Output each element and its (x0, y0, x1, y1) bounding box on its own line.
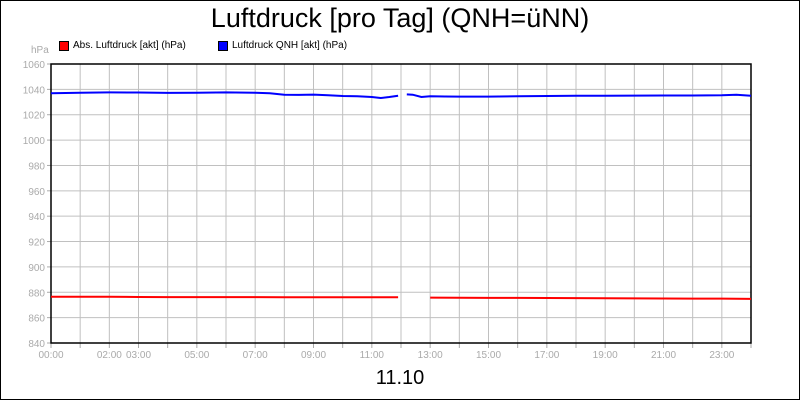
y-axis-unit: hPa (31, 45, 49, 56)
x-tick-label: 21:00 (651, 350, 676, 361)
chart-title: Luftdruck [pro Tag] (QNH=üNN) (210, 3, 590, 33)
x-tick-label: 17:00 (534, 350, 559, 361)
legend-swatch-red (59, 40, 69, 51)
legend-label: Luftdruck QNH [akt] (hPa) (232, 40, 348, 51)
series-line-1 (50, 91, 752, 100)
y-tick-label: 840 (28, 339, 45, 350)
x-tick-label: 11:00 (360, 350, 385, 361)
y-tick-label: 860 (28, 314, 45, 325)
x-tick-label: 02:00 (97, 350, 122, 361)
y-tick-label: 960 (28, 187, 45, 198)
x-tick-label: 19:00 (593, 350, 618, 361)
x-tick-label: 15:00 (476, 350, 501, 361)
y-tick-label: 920 (28, 238, 45, 249)
y-tick-label: 1000 (23, 136, 46, 147)
y-tick-label: 980 (28, 161, 45, 172)
y-tick-label: 1060 (23, 60, 46, 71)
legend-item-qnh: Luftdruck QNH [akt] (hPa) (218, 40, 347, 51)
x-axis-label: 11.10 (375, 367, 425, 389)
x-tick-label: 00:00 (38, 350, 63, 361)
x-tick-label: 13:00 (418, 350, 443, 361)
x-tick-label: 05:00 (184, 350, 209, 361)
x-tick-label: 09:00 (301, 350, 326, 361)
y-tick-label: 1040 (23, 85, 46, 96)
y-tick-label: 1020 (23, 111, 46, 122)
x-tick-label: 07:00 (243, 350, 268, 361)
legend-item-abs: Abs. Luftdruck [akt] (hPa) (59, 40, 186, 51)
x-tick-label: 23:00 (709, 350, 734, 361)
y-tick-label: 880 (28, 288, 45, 299)
x-tick-label: 03:00 (126, 350, 151, 361)
series-line-0 (51, 295, 752, 300)
y-tick-label: 900 (28, 263, 45, 274)
legend-swatch-blue (218, 40, 228, 51)
legend-label: Abs. Luftdruck [akt] (hPa) (73, 40, 186, 51)
plot-border (50, 63, 752, 344)
y-tick-label: 940 (28, 212, 45, 223)
